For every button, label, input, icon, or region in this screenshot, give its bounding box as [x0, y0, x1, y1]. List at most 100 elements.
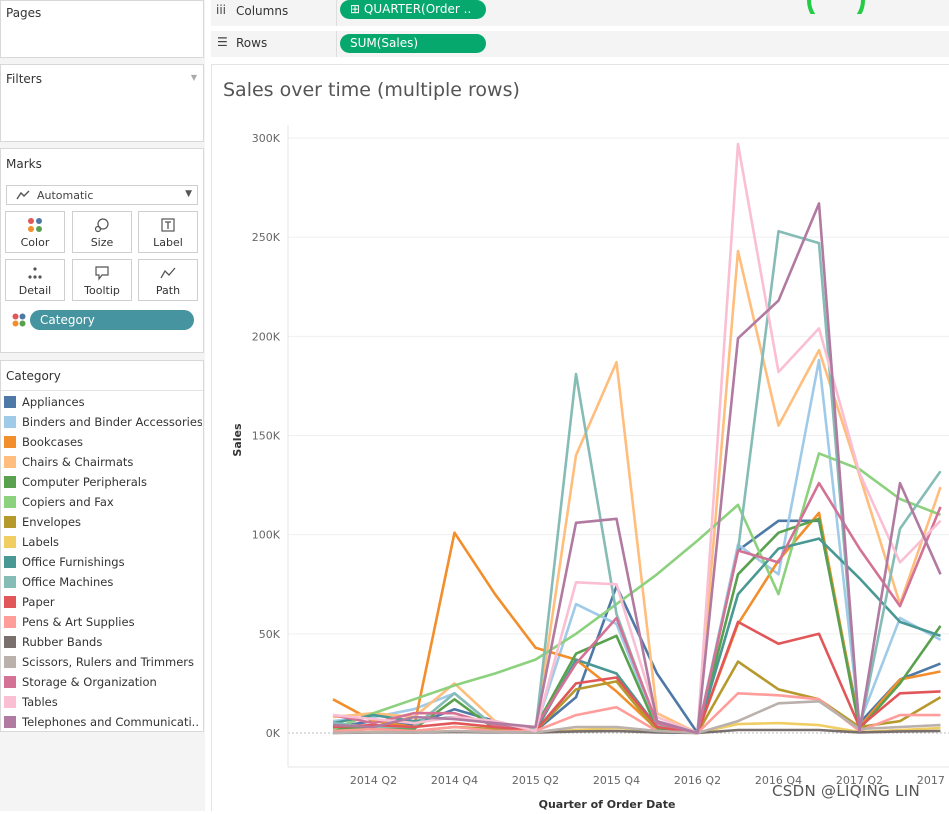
- color-button[interactable]: Color: [5, 211, 65, 253]
- detail-button-label: Detail: [18, 284, 52, 297]
- label-button[interactable]: Label: [138, 211, 198, 253]
- tooltip-button[interactable]: Tooltip: [72, 259, 132, 301]
- category-legend: Category Appliances Binders and Binder Ac…: [0, 360, 205, 732]
- color-dots-icon: [12, 313, 26, 327]
- filters-card[interactable]: Filters ▼: [0, 64, 204, 142]
- legend-item[interactable]: Bookcases: [4, 434, 204, 452]
- legend-label: Bookcases: [22, 435, 84, 449]
- series-line-15[interactable]: [332, 142, 942, 735]
- quarter-order-date-pill[interactable]: ⊞ QUARTER(Order ..: [340, 0, 486, 19]
- legend-swatch: [4, 476, 16, 488]
- legend-swatch: [4, 556, 16, 568]
- color-dots-icon: [6, 217, 64, 233]
- legend-item[interactable]: Appliances: [4, 394, 204, 412]
- legend-item[interactable]: Rubber Bands: [4, 634, 204, 652]
- legend-swatch: [4, 576, 16, 588]
- viz-title: Sales over time (multiple rows): [223, 79, 520, 101]
- series-line-14[interactable]: [332, 481, 942, 735]
- y-tick-label: 200K: [252, 330, 281, 343]
- legend-item[interactable]: Tables: [4, 694, 204, 712]
- plus-icon: ⊞: [350, 2, 364, 16]
- watermark: CSDN @LIQING LIN: [772, 782, 920, 800]
- y-tick-label: 50K: [259, 628, 281, 641]
- legend-label: Labels: [22, 535, 60, 549]
- legend-divider: [1, 390, 205, 391]
- legend-swatch: [4, 396, 16, 408]
- x-tick-label: 2016 Q2: [674, 774, 721, 787]
- legend-item[interactable]: Labels: [4, 534, 204, 552]
- legend-item[interactable]: Telephones and Communicati..: [4, 714, 204, 732]
- series-line-3[interactable]: [332, 249, 942, 735]
- legend-item[interactable]: Binders and Binder Accessories: [4, 414, 204, 432]
- green-circle-icon: [807, 0, 865, 14]
- label-icon: [139, 217, 197, 233]
- legend-swatch: [4, 416, 16, 428]
- category-color-pill[interactable]: Category: [30, 310, 194, 330]
- legend-label: Tables: [22, 695, 58, 709]
- y-tick-label: 250K: [252, 231, 281, 244]
- mark-type-label: Automatic: [37, 189, 94, 202]
- filters-dropdown-icon[interactable]: ▼: [190, 73, 197, 82]
- legend-label: Storage & Organization: [22, 675, 157, 689]
- marks-title: Marks: [6, 157, 42, 171]
- x-tick-label: 2017 Q4: [917, 774, 949, 787]
- x-axis-title: Quarter of Order Date: [539, 798, 676, 811]
- legend-item[interactable]: Computer Peripherals: [4, 474, 204, 492]
- legend-swatch: [4, 716, 16, 728]
- legend-item[interactable]: Scissors, Rulers and Trimmers: [4, 654, 204, 672]
- path-icon: [139, 265, 197, 281]
- columns-icon: iii: [216, 3, 227, 17]
- path-button[interactable]: Path: [138, 259, 198, 301]
- detail-button[interactable]: Detail: [5, 259, 65, 301]
- pages-card: Pages: [0, 0, 204, 58]
- y-tick-label: 300K: [252, 132, 281, 145]
- rows-shelf[interactable]: ☰ Rows SUM(Sales): [211, 31, 949, 57]
- legend-swatch: [4, 676, 16, 688]
- legend-swatch: [4, 516, 16, 528]
- series-line-13[interactable]: [332, 699, 941, 735]
- series-line-9[interactable]: [332, 229, 942, 735]
- x-tick-label: 2014 Q2: [350, 774, 397, 787]
- legend-label: Office Furnishings: [22, 555, 125, 569]
- y-tick-label: 100K: [252, 529, 281, 542]
- chevron-down-icon: ▼: [185, 189, 192, 199]
- legend-label: Rubber Bands: [22, 635, 103, 649]
- tooltip-button-label: Tooltip: [84, 284, 120, 297]
- legend-swatch: [4, 496, 16, 508]
- y-axis-title: Sales: [231, 423, 244, 457]
- sum-sales-pill[interactable]: SUM(Sales): [340, 34, 486, 53]
- columns-label: Columns: [236, 4, 289, 18]
- legend-label: Appliances: [22, 395, 85, 409]
- legend-label: Envelopes: [22, 515, 82, 529]
- legend-item[interactable]: Paper: [4, 594, 204, 612]
- size-button[interactable]: Size: [72, 211, 132, 253]
- mark-type-dropdown[interactable]: Automatic ▼: [6, 185, 198, 205]
- x-tick-label: 2017 Q2: [836, 774, 883, 787]
- columns-pill-label: QUARTER(Order ..: [363, 2, 472, 16]
- legend-label: Scissors, Rulers and Trimmers: [22, 655, 195, 669]
- rows-icon: ☰: [217, 35, 228, 49]
- legend-label: Binders and Binder Accessories: [22, 415, 202, 429]
- color-button-label: Color: [20, 236, 50, 249]
- pages-title: Pages: [6, 6, 42, 20]
- legend-swatch: [4, 456, 16, 468]
- legend-label: Computer Peripherals: [22, 475, 147, 489]
- filters-title: Filters: [6, 72, 42, 86]
- series-line-16[interactable]: [332, 202, 942, 735]
- series-line-10[interactable]: [332, 620, 941, 735]
- legend-item[interactable]: Pens & Art Supplies: [4, 614, 204, 632]
- legend-item[interactable]: Chairs & Chairmats: [4, 454, 204, 472]
- x-tick-label: 2015 Q4: [593, 774, 640, 787]
- legend-item[interactable]: Storage & Organization: [4, 674, 204, 692]
- legend-label: Telephones and Communicati..: [22, 715, 199, 729]
- legend-item[interactable]: Copiers and Fax: [4, 494, 204, 512]
- legend-item[interactable]: Office Machines: [4, 574, 204, 592]
- columns-shelf[interactable]: iii Columns ⊞ QUARTER(Order ..: [211, 0, 949, 26]
- legend-item[interactable]: Envelopes: [4, 514, 204, 532]
- legend-swatch: [4, 696, 16, 708]
- size-icon: [73, 217, 131, 233]
- label-button-label: Label: [153, 236, 183, 249]
- path-button-label: Path: [155, 284, 181, 297]
- legend-item[interactable]: Office Furnishings: [4, 554, 204, 572]
- legend-title: Category: [6, 369, 61, 383]
